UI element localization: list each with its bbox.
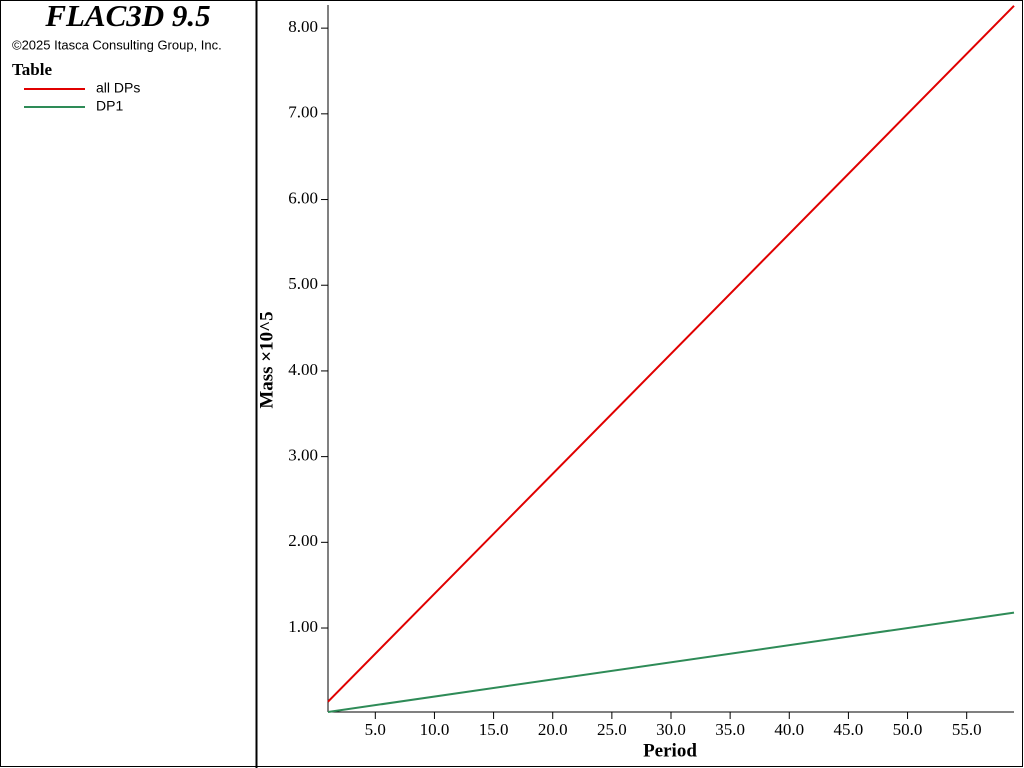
- legend-title: Table: [12, 60, 52, 79]
- x-tick-label: 30.0: [656, 720, 686, 739]
- y-tick-label: 5.00: [288, 274, 318, 293]
- data-line: [327, 5, 1015, 703]
- x-tick-label: 55.0: [952, 720, 982, 739]
- x-tick-label: 10.0: [420, 720, 450, 739]
- x-tick-label: 15.0: [479, 720, 509, 739]
- data-line: [327, 611, 1015, 713]
- y-tick-label: 7.00: [288, 103, 318, 122]
- copyright: ©2025 Itasca Consulting Group, Inc.: [12, 37, 222, 52]
- legend-label: all DPs: [96, 80, 140, 96]
- legend-label: DP1: [96, 98, 123, 114]
- y-tick-label: 1.00: [288, 617, 318, 636]
- x-axis-label: Period: [643, 740, 697, 761]
- y-tick-label: 2.00: [288, 531, 318, 550]
- y-tick-label: 6.00: [288, 188, 318, 207]
- x-tick-label: 20.0: [538, 720, 568, 739]
- y-tick-label: 3.00: [288, 446, 318, 465]
- x-tick-label: 5.0: [365, 720, 386, 739]
- x-tick-label: 40.0: [774, 720, 804, 739]
- x-tick-label: 35.0: [715, 720, 745, 739]
- y-tick-label: 4.00: [288, 360, 318, 379]
- x-tick-label: 50.0: [893, 720, 923, 739]
- x-tick-label: 25.0: [597, 720, 627, 739]
- y-tick-label: 8.00: [288, 17, 318, 36]
- x-tick-label: 45.0: [834, 720, 864, 739]
- y-axis-label: Mass ×10^5: [256, 311, 277, 408]
- app-title: FLAC3D 9.5: [44, 0, 210, 33]
